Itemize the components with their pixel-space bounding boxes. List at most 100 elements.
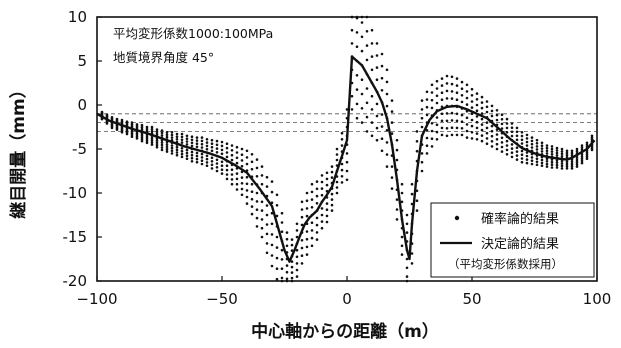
- scatter-point: [485, 100, 489, 103]
- scatter-point: [480, 106, 484, 110]
- scatter-point: [150, 143, 154, 146]
- scatter-point: [200, 146, 204, 149]
- scatter-point: [475, 138, 479, 141]
- scatter-point: [445, 97, 449, 100]
- scatter-point: [140, 133, 144, 137]
- scatter-point: [185, 143, 189, 146]
- scatter-point: [455, 91, 459, 94]
- scatter-point: [135, 126, 139, 130]
- scatter-point: [365, 87, 369, 90]
- scatter-point: [495, 118, 499, 122]
- scatter-point: [320, 220, 324, 223]
- scatter-point: [180, 138, 184, 142]
- y-axis-title: 継目開量（mm）: [8, 81, 29, 218]
- scatter-point: [260, 218, 264, 221]
- scatter-point: [335, 147, 339, 151]
- scatter-point: [545, 152, 549, 155]
- scatter-point: [265, 204, 269, 207]
- scatter-point: [120, 118, 124, 122]
- scatter-point: [155, 145, 159, 149]
- scatter-point: [250, 153, 254, 156]
- scatter-point: [175, 153, 179, 157]
- scatter-point: [515, 154, 519, 157]
- scatter-point: [175, 145, 179, 149]
- scatter-point: [575, 149, 579, 153]
- scatter-point: [535, 163, 539, 167]
- scatter-point: [190, 150, 194, 154]
- scatter-point: [375, 54, 379, 57]
- scatter-point: [180, 149, 184, 153]
- scatter-point: [430, 122, 434, 125]
- scatter-point: [470, 118, 474, 122]
- scatter-point: [530, 139, 534, 143]
- scatter-point: [315, 194, 319, 198]
- scatter-point: [405, 222, 409, 226]
- scatter-point: [440, 77, 444, 80]
- scatter-point: [445, 134, 449, 138]
- scatter-point: [420, 160, 424, 164]
- scatter-point: [175, 138, 179, 141]
- scatter-point: [240, 147, 244, 151]
- scatter-point: [505, 139, 509, 143]
- scatter-point: [570, 164, 574, 168]
- scatter-point: [115, 117, 119, 121]
- scatter-point: [305, 253, 309, 256]
- scatter-point: [460, 80, 464, 84]
- scatter-point: [320, 174, 324, 177]
- scatter-point: [235, 182, 239, 186]
- scatter-point: [445, 82, 449, 85]
- scatter-point: [575, 160, 579, 164]
- scatter-point: [310, 206, 314, 209]
- scatter-point: [375, 78, 379, 81]
- scatter-point: [425, 98, 429, 101]
- scatter-point: [480, 128, 484, 132]
- scatter-point: [300, 262, 304, 265]
- scatter-point: [145, 135, 149, 139]
- scatter-point: [220, 148, 224, 152]
- scatter-point: [245, 149, 249, 153]
- scatter-point: [345, 169, 349, 173]
- scatter-point: [545, 149, 549, 153]
- scatter-point: [520, 142, 524, 145]
- scatter-point: [385, 104, 389, 108]
- scatter-point: [380, 125, 384, 128]
- scatter-point: [550, 160, 554, 164]
- scatter-point: [225, 142, 229, 145]
- scatter-point: [160, 131, 164, 135]
- scatter-point: [565, 160, 569, 164]
- scatter-point: [130, 123, 134, 126]
- scatter-point: [510, 147, 514, 150]
- scatter-point: [465, 103, 469, 106]
- scatter-point: [435, 123, 439, 127]
- scatter-point: [240, 153, 244, 156]
- scatter-point: [160, 143, 164, 147]
- scatter-point: [240, 182, 244, 185]
- scatter-point: [460, 127, 464, 130]
- scatter-point: [475, 132, 479, 135]
- scatter-point: [250, 167, 254, 171]
- scatter-point: [525, 137, 529, 140]
- scatter-point: [230, 173, 234, 176]
- scatter-point: [175, 151, 179, 154]
- scatter-point: [130, 130, 134, 133]
- scatter-point: [245, 162, 249, 166]
- scatter-point: [485, 131, 489, 135]
- scatter-point: [580, 157, 584, 160]
- scatter-point: [535, 148, 539, 151]
- scatter-point: [515, 126, 519, 130]
- scatter-point: [560, 164, 564, 168]
- scatter-point: [560, 150, 564, 153]
- scatter-point: [400, 235, 404, 239]
- scatter-point: [455, 133, 459, 137]
- scatter-point: [290, 271, 294, 274]
- scatter-point: [280, 248, 284, 252]
- scatter-point: [570, 153, 574, 157]
- scatter-point: [215, 162, 219, 165]
- scatter-point: [580, 155, 584, 158]
- scatter-point: [300, 239, 304, 242]
- scatter-point: [420, 152, 424, 155]
- scatter-point: [470, 106, 474, 109]
- y-tick-label: -10: [63, 184, 88, 202]
- scatter-point: [265, 242, 269, 245]
- scatter-point: [205, 161, 209, 164]
